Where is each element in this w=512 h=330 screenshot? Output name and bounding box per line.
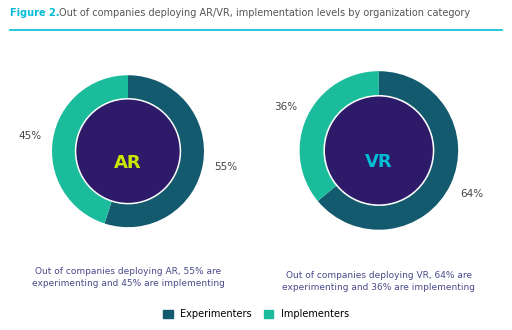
Wedge shape xyxy=(318,71,458,230)
Text: Figure 2.: Figure 2. xyxy=(10,8,60,18)
Circle shape xyxy=(76,100,180,203)
Circle shape xyxy=(325,97,433,204)
Wedge shape xyxy=(104,75,204,227)
Text: 55%: 55% xyxy=(214,162,237,172)
Text: 45%: 45% xyxy=(19,131,42,141)
Wedge shape xyxy=(49,72,207,230)
Text: Out of companies deploying AR/VR, implementation levels by organization category: Out of companies deploying AR/VR, implem… xyxy=(59,8,470,18)
Text: Out of companies deploying VR, 64% are
experimenting and 36% are implementing: Out of companies deploying VR, 64% are e… xyxy=(283,271,475,292)
Text: VR: VR xyxy=(365,153,393,171)
Legend: Experimenters, Implementers: Experimenters, Implementers xyxy=(159,306,353,323)
Text: AR: AR xyxy=(114,153,142,172)
Text: Out of companies deploying AR, 55% are
experimenting and 45% are implementing: Out of companies deploying AR, 55% are e… xyxy=(32,267,224,288)
Text: 36%: 36% xyxy=(274,102,297,112)
Wedge shape xyxy=(296,68,461,233)
Text: 64%: 64% xyxy=(461,189,484,199)
Wedge shape xyxy=(52,75,128,223)
Wedge shape xyxy=(300,71,379,201)
